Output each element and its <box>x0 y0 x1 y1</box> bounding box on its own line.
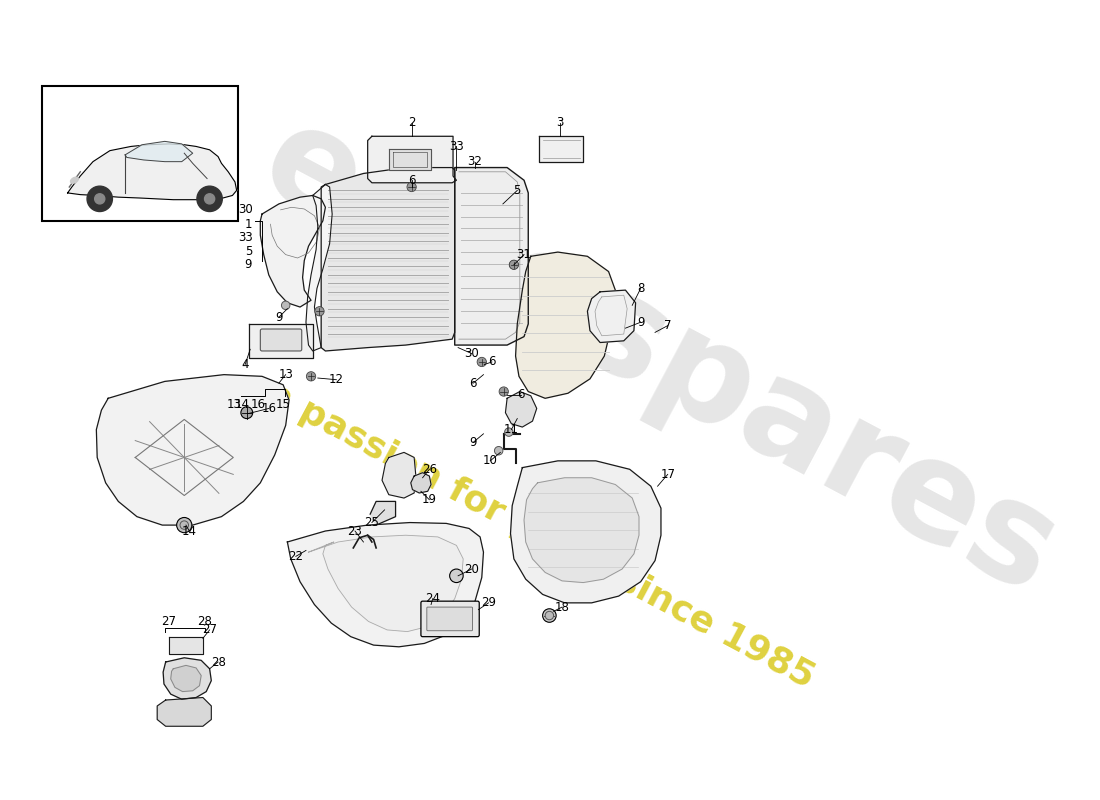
Text: 13: 13 <box>278 368 293 381</box>
Text: 16: 16 <box>251 398 265 410</box>
Text: 7: 7 <box>664 319 671 332</box>
Text: 6: 6 <box>517 389 525 402</box>
Polygon shape <box>157 698 211 726</box>
FancyBboxPatch shape <box>427 607 473 630</box>
Text: 31: 31 <box>517 248 531 261</box>
Text: 24: 24 <box>426 592 440 605</box>
Text: 30: 30 <box>238 203 253 216</box>
Circle shape <box>87 186 112 211</box>
Polygon shape <box>250 324 312 358</box>
Polygon shape <box>306 185 332 351</box>
Text: 11: 11 <box>504 423 519 436</box>
Polygon shape <box>169 637 202 654</box>
Polygon shape <box>163 658 211 699</box>
Text: 13: 13 <box>227 398 242 410</box>
Polygon shape <box>587 290 636 342</box>
Text: 3: 3 <box>556 116 563 130</box>
Circle shape <box>205 194 214 204</box>
Circle shape <box>307 372 316 381</box>
Circle shape <box>177 518 191 533</box>
Circle shape <box>509 260 518 270</box>
Text: 30: 30 <box>464 347 478 360</box>
Text: 15: 15 <box>276 398 290 410</box>
Circle shape <box>180 521 188 530</box>
Text: 33: 33 <box>238 231 253 244</box>
Circle shape <box>95 194 104 204</box>
Circle shape <box>499 387 508 396</box>
Polygon shape <box>67 144 236 200</box>
Text: 14: 14 <box>182 525 197 538</box>
Bar <box>42 86 239 221</box>
Polygon shape <box>125 142 192 162</box>
Text: 10: 10 <box>483 454 497 467</box>
Circle shape <box>197 186 222 211</box>
Polygon shape <box>261 195 326 307</box>
Text: 23: 23 <box>348 525 362 538</box>
Text: 5: 5 <box>514 184 521 197</box>
FancyBboxPatch shape <box>261 329 301 351</box>
Circle shape <box>241 406 253 418</box>
Text: 1: 1 <box>244 218 252 230</box>
Text: eurospares: eurospares <box>240 92 1079 623</box>
Polygon shape <box>308 535 463 631</box>
Polygon shape <box>410 473 431 493</box>
Circle shape <box>450 569 463 582</box>
Text: 18: 18 <box>554 601 570 614</box>
Text: 5: 5 <box>245 245 252 258</box>
Text: 32: 32 <box>468 155 483 168</box>
Circle shape <box>477 358 486 366</box>
Polygon shape <box>371 502 396 525</box>
Text: 25: 25 <box>364 516 380 529</box>
Circle shape <box>509 261 518 269</box>
Text: 4: 4 <box>241 358 249 371</box>
Polygon shape <box>505 391 537 427</box>
Text: 19: 19 <box>422 494 437 506</box>
Polygon shape <box>287 522 484 647</box>
FancyBboxPatch shape <box>421 601 480 637</box>
Polygon shape <box>454 167 528 345</box>
Polygon shape <box>524 478 639 582</box>
Text: 6: 6 <box>408 174 416 186</box>
Polygon shape <box>321 167 454 351</box>
Text: 8: 8 <box>637 282 645 295</box>
Circle shape <box>407 182 416 192</box>
Circle shape <box>542 609 557 622</box>
Text: 28: 28 <box>197 615 212 628</box>
Ellipse shape <box>70 177 78 183</box>
Text: 17: 17 <box>660 468 675 481</box>
Text: 9: 9 <box>470 436 477 449</box>
Polygon shape <box>170 666 201 691</box>
Polygon shape <box>388 149 431 170</box>
Text: 6: 6 <box>488 355 496 369</box>
Text: 9: 9 <box>637 316 645 329</box>
Polygon shape <box>367 136 456 182</box>
Text: 20: 20 <box>464 562 480 575</box>
Text: 27: 27 <box>162 615 176 628</box>
Polygon shape <box>539 136 583 162</box>
Text: 29: 29 <box>481 596 496 610</box>
Text: a passion for parts since 1985: a passion for parts since 1985 <box>262 376 821 694</box>
Text: 9: 9 <box>244 258 252 271</box>
Text: 28: 28 <box>210 655 225 669</box>
Text: 27: 27 <box>202 623 217 636</box>
Text: 26: 26 <box>422 463 437 476</box>
Circle shape <box>495 446 503 455</box>
Circle shape <box>546 611 553 620</box>
Text: 9: 9 <box>275 310 283 324</box>
Text: 14: 14 <box>235 398 250 410</box>
Text: 12: 12 <box>329 374 344 386</box>
Polygon shape <box>516 252 615 398</box>
Circle shape <box>315 306 324 316</box>
Polygon shape <box>97 374 289 525</box>
Polygon shape <box>510 461 661 603</box>
Text: 6: 6 <box>470 377 477 390</box>
Circle shape <box>282 301 290 310</box>
Text: 2: 2 <box>408 116 416 130</box>
Circle shape <box>505 428 513 436</box>
Polygon shape <box>382 453 416 498</box>
Text: 22: 22 <box>288 550 304 563</box>
Text: 33: 33 <box>449 140 464 153</box>
Text: 16: 16 <box>262 402 276 415</box>
